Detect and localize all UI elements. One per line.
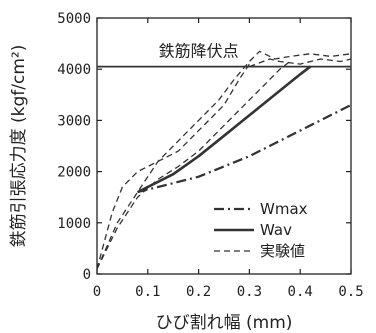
series-line bbox=[96, 63, 250, 270]
series-group bbox=[96, 50, 352, 270]
reference-line-group: 鉄筋降伏点 bbox=[97, 42, 351, 68]
x-axis-label: ひび割れ幅 (mm) bbox=[156, 313, 293, 333]
x-tick-label: 0.1 bbox=[135, 284, 160, 300]
tick-group: 0 0.1 0.2 0.3 0.4 0.5 0 1000 2000 3000 4000 5000 bbox=[57, 11, 363, 300]
series-line bbox=[137, 104, 352, 194]
y-tick-label: 3000 bbox=[57, 113, 91, 129]
x-tick-label: 0.5 bbox=[338, 284, 363, 300]
yield-point-label: 鉄筋降伏点 bbox=[159, 42, 239, 61]
y-tick-label: 0 bbox=[83, 267, 91, 283]
x-tick-label: 0.4 bbox=[288, 284, 313, 300]
plot-frame bbox=[96, 17, 352, 275]
x-tick-label: 0.2 bbox=[186, 284, 211, 300]
y-axis-label: 鉄筋引張応力度 (kgf/cm²) bbox=[9, 45, 29, 248]
y-tick-label: 1000 bbox=[57, 216, 91, 232]
x-tick-label: 0.3 bbox=[237, 284, 262, 300]
y-tick-label: 4000 bbox=[57, 62, 91, 78]
legend-label: Wav bbox=[260, 221, 292, 239]
legend: Wmax Wav 実験値 bbox=[214, 200, 308, 260]
x-tick-label: 0 bbox=[93, 284, 101, 300]
y-tick-label: 5000 bbox=[57, 11, 91, 27]
series-line bbox=[96, 50, 352, 270]
legend-label: Wmax bbox=[260, 200, 308, 218]
y-tick-label: 2000 bbox=[57, 165, 91, 181]
legend-label: 実験値 bbox=[260, 242, 305, 260]
series-line bbox=[137, 65, 312, 194]
series-line bbox=[249, 58, 352, 68]
series-line bbox=[96, 60, 291, 270]
